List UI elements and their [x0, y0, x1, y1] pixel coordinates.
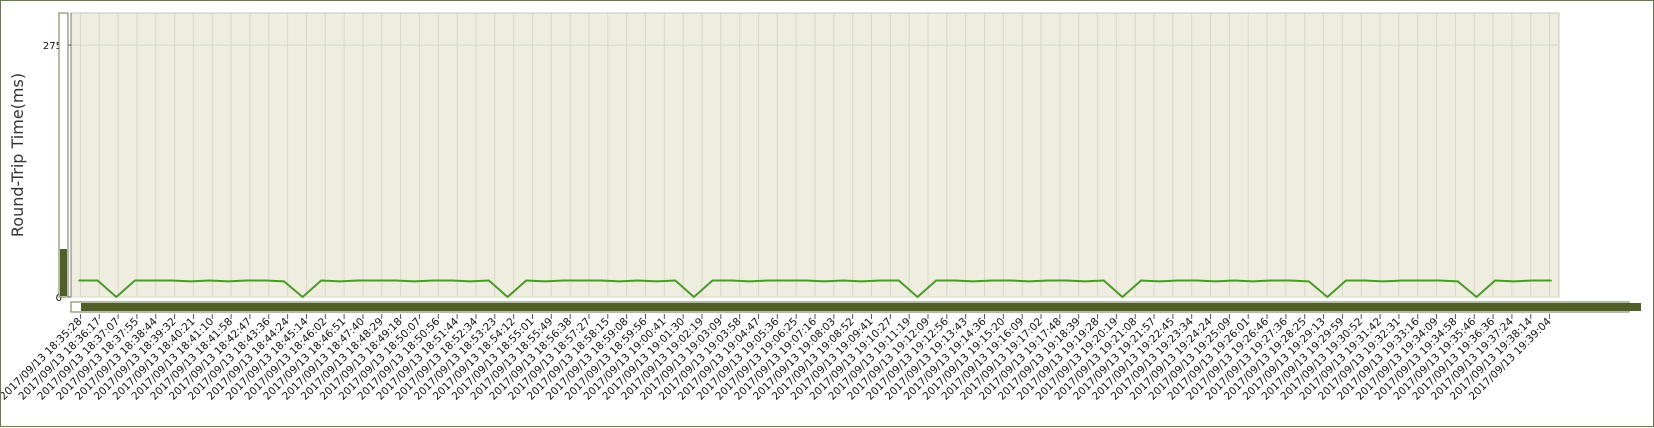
data-point [1009, 279, 1012, 282]
data-point [208, 279, 211, 282]
data-point [1456, 280, 1459, 283]
data-point [581, 279, 583, 282]
data-point [1345, 279, 1347, 282]
data-point [1102, 279, 1105, 282]
data-point [1438, 279, 1441, 282]
data-point [1214, 280, 1217, 283]
data-point [1531, 279, 1534, 282]
data-point [1419, 279, 1422, 282]
data-point [1121, 296, 1124, 298]
grid-lines [71, 13, 1559, 298]
data-point [469, 280, 472, 283]
data-point [842, 279, 844, 282]
y-tick-label: 275 [43, 41, 62, 52]
data-point [301, 296, 304, 298]
data-point [972, 280, 975, 283]
data-point [543, 280, 546, 283]
data-point [357, 279, 360, 282]
data-point [879, 279, 882, 282]
data-point [283, 280, 285, 283]
data-point [748, 280, 751, 283]
data-point [1363, 279, 1366, 282]
data-point [1196, 279, 1198, 282]
data-point [655, 280, 658, 283]
data-point [823, 280, 826, 283]
data-point [1028, 280, 1031, 283]
data-point [413, 280, 416, 283]
data-point [264, 279, 267, 282]
data-point [860, 280, 863, 283]
data-point [227, 280, 229, 283]
data-point [432, 279, 434, 282]
data-point [1233, 279, 1236, 282]
data-point [488, 279, 490, 282]
data-point [394, 279, 397, 282]
series-line [78, 279, 1552, 298]
data-point [78, 279, 80, 282]
data-point [1177, 279, 1180, 282]
data-point [692, 296, 695, 298]
data-point [1512, 280, 1515, 283]
data-point [562, 279, 565, 282]
data-point [953, 279, 956, 282]
data-point [1084, 280, 1087, 283]
data-point [674, 279, 677, 282]
vertical-scrollbar[interactable] [58, 12, 69, 298]
data-point [1326, 296, 1329, 298]
data-point [189, 280, 192, 283]
data-point [450, 279, 453, 282]
data-point [786, 279, 788, 282]
data-point [1158, 280, 1161, 283]
data-point [152, 279, 155, 282]
data-point [96, 279, 99, 282]
data-point [133, 279, 136, 282]
data-point [376, 279, 379, 282]
data-point [338, 280, 341, 283]
y-axis-label: Round-Trip Time(ms) [8, 73, 27, 237]
data-point [1307, 280, 1310, 283]
data-point [897, 279, 900, 282]
data-point [637, 279, 639, 282]
data-point [916, 296, 919, 298]
data-point [618, 280, 621, 283]
horizontal-scrollbar-thumb[interactable] [81, 303, 1641, 311]
data-point [1270, 279, 1273, 282]
data-point [935, 279, 938, 282]
data-point [506, 296, 509, 298]
data-point [1251, 280, 1254, 283]
data-point [1140, 279, 1142, 282]
data-point [599, 279, 602, 282]
data-point [525, 279, 528, 282]
data-point [1475, 296, 1478, 298]
data-point [1065, 279, 1068, 282]
vertical-scrollbar-thumb[interactable] [60, 249, 67, 296]
data-point [730, 279, 733, 282]
data-point [1550, 279, 1552, 282]
series-line-path [79, 279, 1551, 298]
data-point [245, 279, 248, 282]
y-tick-label: 0 [56, 293, 62, 304]
data-point [711, 279, 714, 282]
data-point [171, 279, 174, 282]
data-point [804, 279, 807, 282]
data-point [1047, 279, 1049, 282]
data-point [767, 279, 770, 282]
data-point [320, 279, 323, 282]
data-point [115, 296, 118, 298]
data-point [1494, 279, 1497, 282]
data-point [1382, 280, 1385, 283]
data-point [991, 279, 993, 282]
data-point [1289, 279, 1292, 282]
data-point [1401, 279, 1403, 282]
